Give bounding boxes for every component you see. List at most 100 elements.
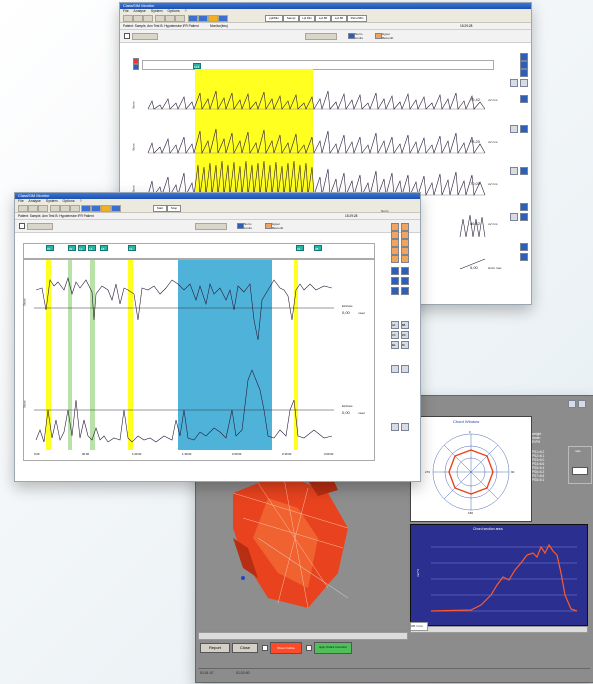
- side-button[interactable]: [401, 247, 409, 255]
- side-label-button[interactable]: CC: [391, 331, 399, 339]
- ratio-input[interactable]: [572, 467, 588, 475]
- side-button[interactable]: [401, 231, 409, 239]
- tab-lpl-80[interactable]: Lpl 80: [315, 15, 331, 22]
- viewport-scrollbar[interactable]: [198, 632, 408, 640]
- chart-icon[interactable]: [101, 205, 111, 212]
- select-checkbox[interactable]: [124, 33, 130, 39]
- side-button[interactable]: [510, 213, 518, 221]
- window-close-button[interactable]: [578, 400, 586, 408]
- toolbar-button[interactable]: [60, 205, 70, 212]
- menu-options[interactable]: Options: [62, 199, 75, 203]
- side-button[interactable]: [520, 69, 528, 77]
- side-button[interactable]: [391, 247, 399, 255]
- show-outline-button[interactable]: Show Outline: [270, 642, 302, 654]
- event-tag[interactable]: 123: [193, 63, 201, 69]
- side-button[interactable]: [401, 287, 409, 295]
- tab-sampl[interactable]: Sampl: [283, 15, 299, 22]
- side-button[interactable]: [520, 61, 528, 69]
- side-button[interactable]: [520, 167, 528, 175]
- chart-icon[interactable]: [198, 15, 208, 22]
- toolbar-button[interactable]: [165, 15, 175, 22]
- side-button[interactable]: [520, 203, 528, 211]
- menu-help[interactable]: ?: [79, 199, 82, 203]
- zoom-button[interactable]: [195, 223, 227, 230]
- dropdown[interactable]: Off / mm: [410, 622, 428, 631]
- show-outline-checkbox[interactable]: [262, 645, 268, 651]
- apply-outline-checkbox[interactable]: [306, 645, 312, 651]
- event-tag[interactable]: 07: [46, 245, 54, 251]
- side-button[interactable]: [401, 239, 409, 247]
- side-button[interactable]: [391, 239, 399, 247]
- chart-icon[interactable]: [218, 15, 228, 22]
- apply-outline-button[interactable]: Apply Outline Correction: [314, 642, 352, 654]
- select-all-button[interactable]: [132, 33, 158, 40]
- event-tag[interactable]: 28: [314, 245, 322, 251]
- event-tag[interactable]: 19: [128, 245, 136, 251]
- side-button[interactable]: [520, 253, 528, 261]
- chart-icon[interactable]: [81, 205, 91, 212]
- side-button[interactable]: [401, 277, 409, 285]
- tab-parm-min[interactable]: Parm/Min: [347, 15, 367, 22]
- toolbar-button[interactable]: [28, 205, 38, 212]
- side-button[interactable]: [520, 243, 528, 251]
- side-button[interactable]: [401, 255, 409, 263]
- toolbar-button[interactable]: [155, 15, 165, 22]
- start-button[interactable]: Start: [153, 205, 167, 212]
- side-label-button[interactable]: BB: [401, 321, 409, 329]
- side-button[interactable]: [510, 167, 518, 175]
- side-button[interactable]: [401, 223, 409, 231]
- tab-ppl-min[interactable]: ppl/Min: [265, 15, 283, 22]
- menu-options[interactable]: Options: [167, 9, 180, 13]
- toolbar-button[interactable]: [50, 205, 60, 212]
- tab-lpl-min[interactable]: Lpl Min: [299, 15, 315, 22]
- menu-system[interactable]: System: [150, 9, 163, 13]
- zoom-button[interactable]: [305, 33, 337, 40]
- menu-analyse[interactable]: Analyse: [133, 9, 146, 13]
- side-button[interactable]: [401, 365, 409, 373]
- side-button[interactable]: [391, 231, 399, 239]
- side-button[interactable]: [510, 125, 518, 133]
- menu-file[interactable]: File: [18, 199, 24, 203]
- toolbar-button[interactable]: [18, 205, 28, 212]
- side-label-button[interactable]: DD: [401, 331, 409, 339]
- side-button[interactable]: [401, 423, 409, 431]
- side-button[interactable]: [391, 223, 399, 231]
- menu-file[interactable]: File: [123, 9, 129, 13]
- side-button[interactable]: [391, 365, 399, 373]
- side-button[interactable]: [391, 287, 399, 295]
- side-button[interactable]: [510, 79, 518, 87]
- event-tag[interactable]: 24: [296, 245, 304, 251]
- side-button[interactable]: [391, 277, 399, 285]
- side-label-button[interactable]: EE: [391, 341, 399, 349]
- toolbar-button[interactable]: [175, 15, 185, 22]
- side-button[interactable]: [391, 423, 399, 431]
- toolbar-button[interactable]: [70, 205, 80, 212]
- side-button[interactable]: [520, 125, 528, 133]
- toolbar-button[interactable]: [133, 15, 143, 22]
- side-button[interactable]: [391, 267, 399, 275]
- window-minimize-button[interactable]: [568, 400, 576, 408]
- side-label-button[interactable]: FF: [401, 341, 409, 349]
- chart-icon[interactable]: [91, 205, 101, 212]
- side-button[interactable]: [401, 267, 409, 275]
- chart-icon[interactable]: [208, 15, 218, 22]
- menu-system[interactable]: System: [45, 199, 58, 203]
- side-label-button[interactable]: AA: [391, 321, 399, 329]
- event-tag[interactable]: 18: [100, 245, 108, 251]
- menu-help[interactable]: ?: [184, 9, 187, 13]
- tab-lpl-80b[interactable]: Lpl 80: [331, 15, 347, 22]
- chart-icon[interactable]: [188, 15, 198, 22]
- select-checkbox[interactable]: [19, 223, 25, 229]
- event-tag[interactable]: 14: [88, 245, 96, 251]
- select-all-button[interactable]: [27, 223, 53, 230]
- side-button[interactable]: [520, 79, 528, 87]
- toolbar-button[interactable]: [123, 15, 133, 22]
- close-button[interactable]: Close: [232, 643, 258, 653]
- event-marker[interactable]: [133, 64, 139, 70]
- report-button[interactable]: Report: [200, 643, 230, 653]
- menu-analyse[interactable]: Analyse: [28, 199, 41, 203]
- event-marker[interactable]: [133, 58, 139, 64]
- toolbar-button[interactable]: [143, 15, 153, 22]
- event-tag[interactable]: 12: [78, 245, 86, 251]
- side-button[interactable]: [391, 255, 399, 263]
